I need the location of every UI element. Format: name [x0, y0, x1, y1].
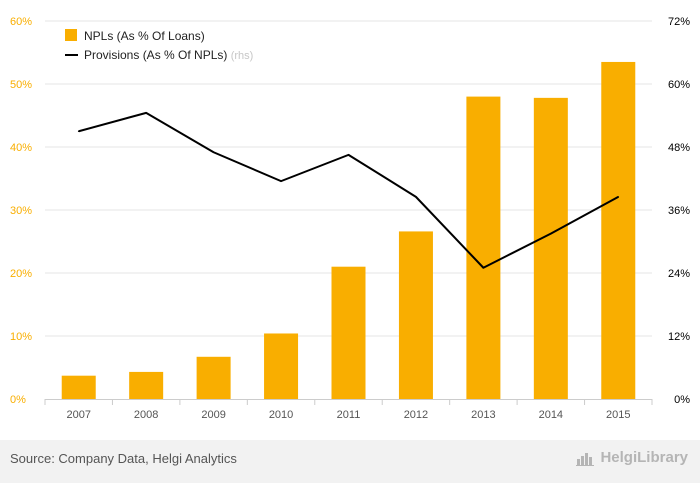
- line-point: [77, 130, 80, 133]
- line-point: [415, 196, 417, 198]
- y-left-tick-label: 30%: [10, 205, 32, 217]
- legend: NPLs (As % Of Loans) Provisions (As % Of …: [65, 29, 253, 62]
- x-tick-label: 2010: [269, 409, 293, 421]
- x-tick-label: 2011: [337, 409, 361, 421]
- x-tick-label: 2008: [134, 409, 158, 421]
- x-tick-label: 2012: [404, 409, 428, 421]
- line-point: [347, 154, 350, 156]
- legend-label-provisions: Provisions (As % Of NPLs) (rhs): [84, 48, 253, 62]
- legend-rhs-suffix: (rhs): [231, 50, 254, 62]
- y-left-tick-label: 60%: [10, 16, 32, 28]
- y-left-tick-label: 40%: [10, 142, 32, 154]
- y-left-tick-label: 20%: [10, 268, 32, 280]
- y-right-tick-label: 24%: [668, 268, 690, 280]
- y-left-tick-label: 50%: [10, 79, 32, 91]
- line-series-provisions: [77, 111, 620, 269]
- bar: [533, 97, 568, 400]
- brand-logo: HelgiLibrary: [576, 449, 688, 466]
- y-right-tick-label: 12%: [668, 331, 690, 343]
- bar: [466, 96, 501, 399]
- y-right-tick-label: 36%: [668, 205, 690, 217]
- x-tick-label: 2015: [606, 409, 630, 421]
- x-tick-label: 2007: [66, 409, 90, 421]
- bar: [196, 356, 231, 399]
- bar: [601, 61, 636, 399]
- y-left-tick-label: 0%: [10, 394, 26, 406]
- brand-name: HelgiLibrary: [600, 449, 688, 466]
- legend-swatch-npls: [65, 29, 77, 41]
- line-point: [145, 112, 147, 114]
- y-left-tick-label: 10%: [10, 331, 32, 343]
- bar-series-npls: [61, 61, 636, 400]
- y-right-tick-label: 60%: [668, 79, 690, 91]
- bar: [331, 266, 366, 399]
- line-point: [550, 232, 552, 235]
- x-tick-label: 2013: [471, 409, 495, 421]
- combo-chart: 0% 0% 10% 12% 20% 24% 30% 36% 40% 48% 50% 60% 60% 72%…: [10, 16, 690, 421]
- x-tick-label: 2014: [539, 409, 563, 421]
- y-right-tick-label: 72%: [668, 16, 690, 28]
- y-right-tick-label: 48%: [668, 142, 690, 154]
- source-note: Source: Company Data, Helgi Analytics: [10, 451, 237, 466]
- line-point: [482, 266, 485, 269]
- bar: [129, 371, 164, 399]
- bar: [61, 375, 96, 399]
- axes: 0% 0% 10% 12% 20% 24% 30% 36% 40% 48% 50% 60% 60% 72%…: [10, 16, 690, 421]
- legend-label-npls: NPLs (As % Of Loans): [84, 29, 205, 43]
- y-right-tick-label: 0%: [674, 394, 690, 406]
- line-point: [212, 151, 215, 154]
- x-tick-label: 2009: [201, 409, 225, 421]
- line-point: [280, 180, 282, 182]
- bar: [264, 333, 299, 399]
- line-point: [617, 196, 620, 198]
- bar: [398, 231, 433, 399]
- library-logo-icon: [576, 452, 595, 466]
